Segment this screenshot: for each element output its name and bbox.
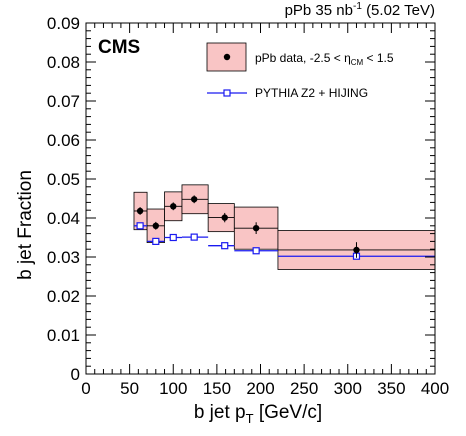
y-tick-label-8: 0.08 [47,53,80,72]
x-tick-label-6: 300 [334,379,362,398]
y-tick-label-3: 0.03 [47,248,80,267]
y-tick-label-5: 0.05 [47,170,80,189]
data-point-0 [136,207,144,215]
mc-point-1 [152,237,160,245]
x-tick-label-7: 350 [377,379,405,398]
y-tick-label-1: 0.01 [47,326,80,345]
legend: pPb data, -2.5 < ηCM < 1.5 PYTHIA Z2 + H… [206,42,394,100]
legend-mc-label: PYTHIA Z2 + HIJING [255,86,368,100]
x-tick-label-1: 50 [120,379,139,398]
x-tick-label-2: 100 [159,379,187,398]
y-tick-label-7: 0.07 [47,92,80,111]
cms-label: CMS [98,37,140,58]
chart-header: pPb 35 nb-1 (5.02 TeV) [285,1,435,19]
data-point-2 [170,203,177,210]
legend-mc-marker [223,89,231,97]
mc-point-5 [252,247,260,255]
x-tick-label-0: 0 [81,379,90,398]
y-tick-label-6: 0.06 [47,131,80,150]
data-series [133,195,435,258]
data-point-3 [190,196,198,203]
mc-point-4 [221,242,229,250]
x-axis-title: b jet pT [GeV/c] [194,402,322,426]
x-tick-label-8: 400 [421,379,449,398]
mc-point-3 [190,233,198,241]
data-point-1 [152,222,159,229]
x-tick-label-5: 250 [290,379,318,398]
data-point-5 [252,224,260,232]
y-tick-label-9: 0.09 [47,14,80,33]
legend-data-marker [223,53,231,61]
y-tick-label-4: 0.04 [47,209,80,228]
mc-point-0 [136,222,144,230]
y-axis-title: b jet Fraction [15,170,36,280]
mc-point-2 [169,233,177,242]
data-point-6 [353,246,360,254]
x-tick-label-3: 150 [203,379,231,398]
y-tick-label-0: 0 [71,365,80,384]
x-tick-label-4: 200 [246,379,274,398]
legend-data-label: pPb data, -2.5 < ηCM < 1.5 [255,51,394,67]
data-point-4 [221,214,228,221]
axes: 0 50 100 150 200 250 300 350 400 0 0.01 0.02 0.03 0.0… [47,14,449,398]
y-tick-label-2: 0.02 [47,287,80,306]
